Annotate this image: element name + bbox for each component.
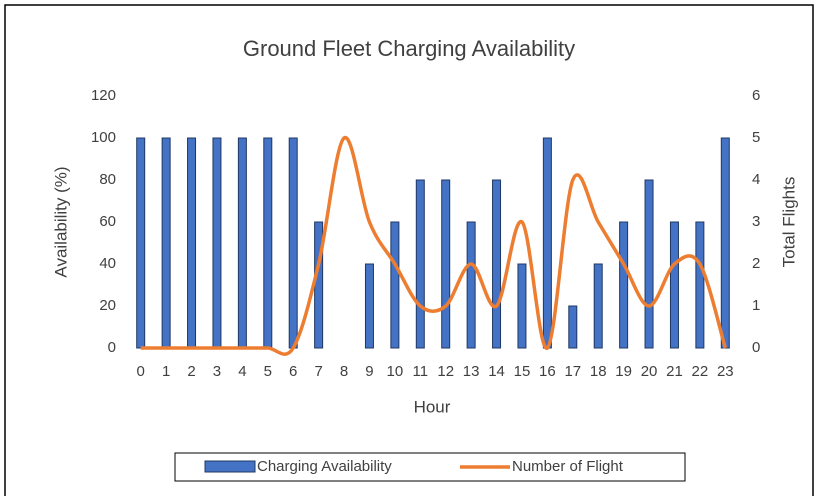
x-tick-label: 2 [187,363,195,380]
bar [212,137,222,349]
y-tick-label: 80 [99,171,116,188]
y2-tick-label: 2 [752,255,760,272]
y-tick-label: 120 [91,87,116,104]
bar [492,179,502,349]
x-tick-label: 21 [666,363,683,380]
legend-box [174,452,686,482]
bar [542,137,552,349]
y2-tick-label: 1 [752,297,760,314]
bar [466,221,476,349]
y-tick-label: 60 [99,213,116,230]
bar [669,221,679,349]
y2-tick-label: 6 [752,87,760,104]
y2-tick-label: 4 [752,171,760,188]
bar [568,305,578,349]
x-tick-label: 11 [413,363,429,380]
x-tick-label: 9 [365,363,373,380]
x-tick-label: 23 [717,363,734,380]
bar [644,179,654,349]
x-tick-label: 15 [514,363,531,380]
bar [288,137,298,349]
chart-title: Ground Fleet Charging Availability [243,36,575,61]
y-tick-label: 100 [91,129,116,146]
x-tick-label: 17 [564,363,581,380]
y2-axis-title: Total Flights [779,177,798,268]
x-tick-label: 3 [213,363,221,380]
x-tick-label: 8 [340,363,348,380]
x-tick-label: 10 [387,363,404,380]
bar [593,263,603,349]
x-tick-label: 5 [264,363,272,380]
x-tick-label: 22 [692,363,709,380]
bar [364,263,374,349]
bar [517,263,527,349]
y2-tick-label: 5 [752,129,760,146]
x-tick-label: 6 [289,363,297,380]
x-axis-title: Hour [414,397,451,416]
x-tick-label: 13 [463,363,480,380]
line-series [140,136,727,356]
x-tick-label: 14 [488,363,505,380]
y2-tick-label: 0 [752,339,760,356]
x-tick-label: 7 [314,363,322,380]
bar [720,137,730,349]
bar [161,137,171,349]
y-tick-label: 40 [99,255,116,272]
y-tick-label: 20 [99,297,116,314]
bar [415,179,425,349]
chart-border [4,4,814,496]
bar [619,221,629,349]
x-tick-label: 20 [641,363,658,380]
x-tick-label: 4 [238,363,246,380]
x-tick-label: 18 [590,363,607,380]
bar [187,137,197,349]
y2-tick-label: 3 [752,213,760,230]
bar [237,137,247,349]
y-axis-title: Availability (%) [51,166,70,277]
y-tick-label: 0 [108,339,116,356]
x-tick-label: 12 [437,363,454,380]
x-tick-label: 0 [137,363,145,380]
legend-swatch [204,460,256,473]
legend-label: Number of Flight [512,458,624,475]
x-tick-label: 16 [539,363,556,380]
bar [390,221,400,349]
bar [136,137,146,349]
bar [441,179,451,349]
bar [695,221,705,349]
x-tick-label: 19 [615,363,632,380]
x-tick-label: 1 [162,363,170,380]
legend-label: Charging Availability [257,458,392,475]
bar [263,137,273,349]
